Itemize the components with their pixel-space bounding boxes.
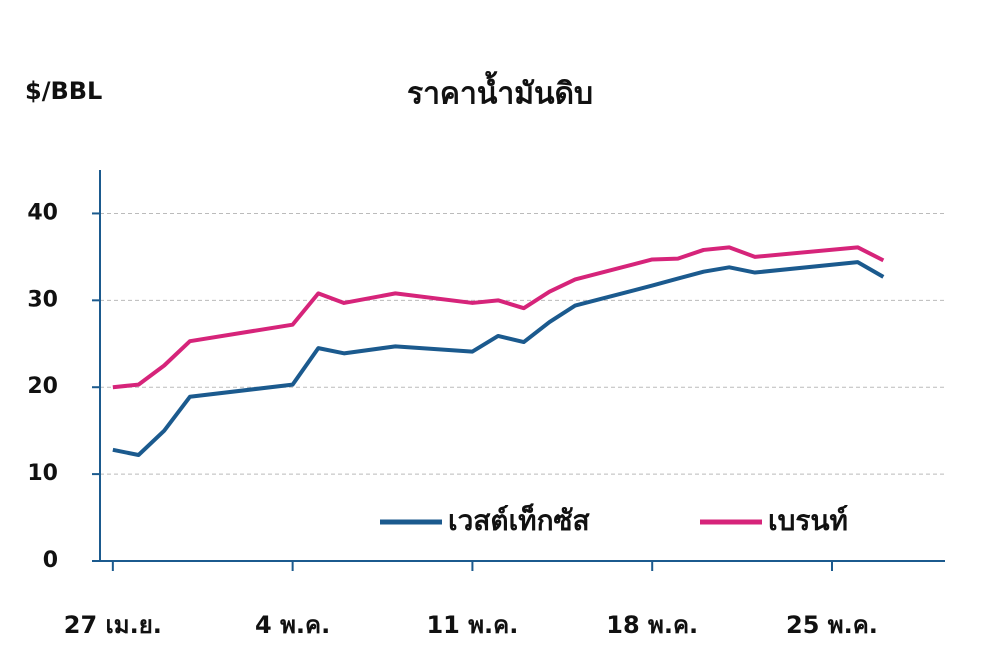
y-tick-label: 40	[27, 200, 58, 225]
series-line	[112, 245, 885, 390]
series-line	[112, 260, 885, 457]
y-tick-label: 20	[27, 374, 58, 399]
x-tick-label: 18 พ.ค.	[606, 611, 698, 639]
x-tick-label: 11 พ.ค.	[426, 611, 518, 639]
x-tick-label: 25 พ.ค.	[786, 611, 878, 639]
legend-label: เวสต์เท็กซัส	[448, 503, 591, 537]
x-tick-label: 4 พ.ค.	[255, 611, 330, 639]
y-tick-label: 0	[43, 548, 58, 573]
legend-label: เบรนท์	[768, 504, 848, 537]
y-axis-label: $/BBL	[25, 77, 102, 105]
y-tick-label: 10	[27, 461, 58, 486]
y-tick-label: 30	[27, 287, 58, 312]
chart-title: ราคาน้ำมันดิบ	[407, 71, 593, 112]
x-tick-label: 27 เม.ย.	[64, 611, 162, 639]
